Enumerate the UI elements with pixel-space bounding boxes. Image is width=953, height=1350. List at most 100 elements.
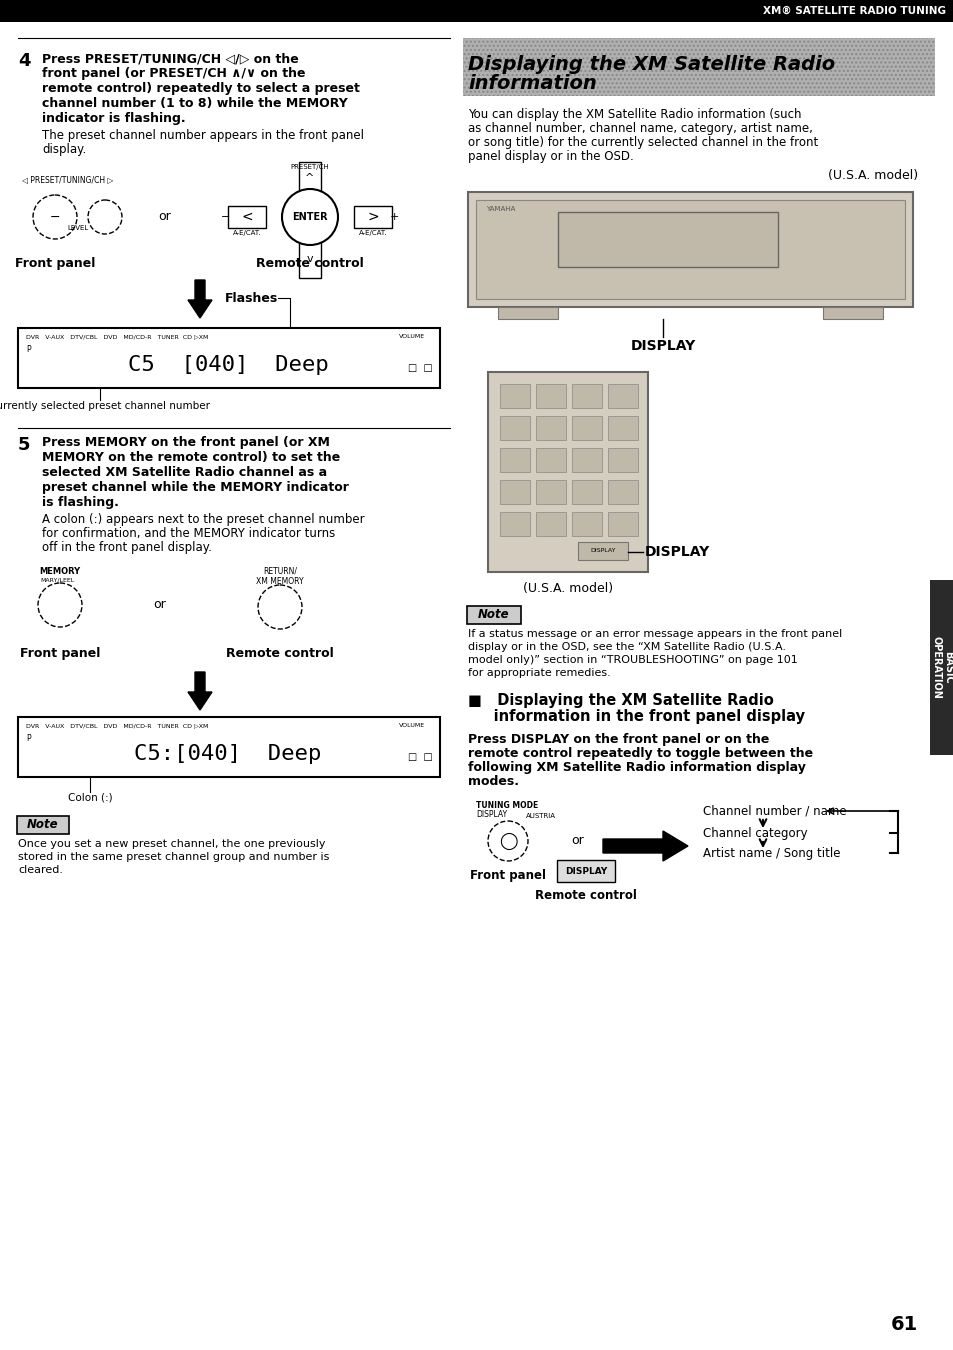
Text: DISPLAY: DISPLAY (644, 545, 709, 559)
Text: Once you set a new preset channel, the one previously: Once you set a new preset channel, the o… (18, 838, 325, 849)
Circle shape (606, 270, 618, 282)
Circle shape (581, 270, 594, 282)
Text: TUNING MODE: TUNING MODE (476, 801, 537, 810)
Text: ◁ PRESET/TUNING/CH ▷: ◁ PRESET/TUNING/CH ▷ (22, 176, 113, 184)
Text: Front panel: Front panel (15, 256, 95, 270)
Text: A-E/CAT.: A-E/CAT. (358, 230, 387, 236)
Text: C5:[040]  Deep: C5:[040] Deep (134, 744, 321, 764)
Text: >: > (367, 211, 378, 224)
Text: is flashing.: is flashing. (42, 495, 119, 509)
Bar (354, 207, 392, 228)
Circle shape (836, 213, 908, 285)
Bar (536, 383, 565, 408)
Bar (536, 448, 565, 472)
Bar (536, 512, 565, 536)
Text: VOLUME: VOLUME (398, 724, 424, 728)
Text: stored in the same preset channel group and number is: stored in the same preset channel group … (18, 852, 329, 863)
Bar (298, 240, 320, 278)
Text: Channel category: Channel category (702, 826, 807, 840)
Text: 5: 5 (18, 436, 30, 454)
Bar (0, 0, 953, 22)
FancyBboxPatch shape (17, 815, 69, 834)
Text: modes.: modes. (468, 775, 518, 788)
Bar (468, 192, 912, 306)
Circle shape (282, 189, 337, 244)
Bar (488, 373, 647, 572)
Circle shape (557, 270, 568, 282)
Text: Remote control: Remote control (255, 256, 363, 270)
Text: LEVEL: LEVEL (68, 225, 89, 231)
Circle shape (539, 489, 596, 545)
Text: □  □: □ □ (407, 752, 432, 761)
Text: front panel (or PRESET/CH ∧/∨ on the: front panel (or PRESET/CH ∧/∨ on the (42, 68, 305, 80)
Bar (572, 416, 601, 440)
Text: DVR   V-AUX   DTV/CBL   DVD   MD/CD-R   TUNER  CD ▷XM: DVR V-AUX DTV/CBL DVD MD/CD-R TUNER CD ▷… (26, 333, 208, 339)
Text: or: or (153, 598, 166, 612)
Circle shape (488, 230, 527, 269)
Text: as channel number, channel name, category, artist name,: as channel number, channel name, categor… (468, 122, 812, 135)
Text: You can display the XM Satellite Radio information (such: You can display the XM Satellite Radio i… (468, 108, 801, 122)
Text: A-E/CAT.: A-E/CAT. (233, 230, 261, 236)
Text: A colon (:) appears next to the preset channel number: A colon (:) appears next to the preset c… (42, 513, 364, 526)
Circle shape (657, 270, 668, 282)
Text: The preset channel number appears in the front panel: The preset channel number appears in the… (42, 130, 364, 142)
Text: display.: display. (42, 143, 86, 157)
Text: Flashes: Flashes (225, 292, 278, 305)
Text: display or in the OSD, see the “XM Satellite Radio (U.S.A.: display or in the OSD, see the “XM Satel… (468, 643, 785, 652)
Text: −: − (50, 211, 60, 224)
Bar (572, 512, 601, 536)
Text: C5  [040]  Deep: C5 [040] Deep (128, 355, 328, 375)
Text: Front panel: Front panel (470, 869, 545, 882)
Text: Displaying the XM Satellite Radio: Displaying the XM Satellite Radio (468, 55, 834, 74)
Polygon shape (188, 672, 212, 710)
Text: AUSTRIA: AUSTRIA (525, 813, 556, 819)
Text: remote control) repeatedly to select a preset: remote control) repeatedly to select a p… (42, 82, 359, 94)
Bar (499, 481, 530, 504)
Text: ^: ^ (305, 173, 314, 184)
Text: Currently selected preset channel number: Currently selected preset channel number (0, 401, 211, 410)
Text: YAMAHA: YAMAHA (485, 207, 515, 212)
Bar (572, 383, 601, 408)
Polygon shape (602, 832, 687, 861)
Bar (18, 717, 439, 778)
Text: (U.S.A. model): (U.S.A. model) (522, 582, 613, 595)
Text: ■   Displaying the XM Satellite Radio: ■ Displaying the XM Satellite Radio (468, 693, 773, 707)
FancyBboxPatch shape (557, 860, 615, 882)
Text: P: P (26, 346, 30, 354)
Text: MARY/LEEL: MARY/LEEL (40, 576, 74, 582)
Bar (607, 512, 638, 536)
Text: or: or (158, 211, 172, 224)
Bar (536, 481, 565, 504)
Text: BASIC
OPERATION: BASIC OPERATION (930, 636, 952, 698)
Text: DISPLAY: DISPLAY (564, 867, 606, 876)
Text: Press DISPLAY on the front panel or on the: Press DISPLAY on the front panel or on t… (468, 733, 768, 747)
Text: off in the front panel display.: off in the front panel display. (42, 541, 212, 554)
Bar (476, 200, 904, 298)
Text: for appropriate remedies.: for appropriate remedies. (468, 668, 610, 678)
Bar (929, 580, 953, 755)
Text: DVR   V-AUX   DTV/CBL   DVD   MD/CD-R   TUNER  CD ▷XM: DVR V-AUX DTV/CBL DVD MD/CD-R TUNER CD ▷… (26, 724, 208, 728)
Text: indicator is flashing.: indicator is flashing. (42, 112, 186, 126)
Polygon shape (188, 279, 212, 319)
Text: panel display or in the OSD.: panel display or in the OSD. (468, 150, 633, 163)
FancyBboxPatch shape (467, 606, 520, 624)
Text: <: < (241, 211, 253, 224)
Bar (499, 416, 530, 440)
Circle shape (681, 270, 693, 282)
Text: for confirmation, and the MEMORY indicator turns: for confirmation, and the MEMORY indicat… (42, 526, 335, 540)
Bar (607, 481, 638, 504)
Text: MEMORY: MEMORY (39, 567, 80, 576)
Bar (536, 416, 565, 440)
Bar (497, 306, 558, 319)
Text: +: + (389, 212, 398, 221)
Text: preset channel while the MEMORY indicator: preset channel while the MEMORY indicato… (42, 481, 349, 494)
Bar (499, 512, 530, 536)
Text: Remote control: Remote control (535, 890, 637, 902)
Bar (572, 481, 601, 504)
Text: DISPLAY: DISPLAY (630, 339, 695, 352)
Text: Colon (:): Colon (:) (68, 792, 112, 803)
Text: □  □: □ □ (407, 363, 432, 373)
Text: Press PRESET/TUNING/CH ◁/▷ on the: Press PRESET/TUNING/CH ◁/▷ on the (42, 53, 298, 65)
Text: (U.S.A. model): (U.S.A. model) (827, 169, 917, 182)
Bar (822, 306, 882, 319)
